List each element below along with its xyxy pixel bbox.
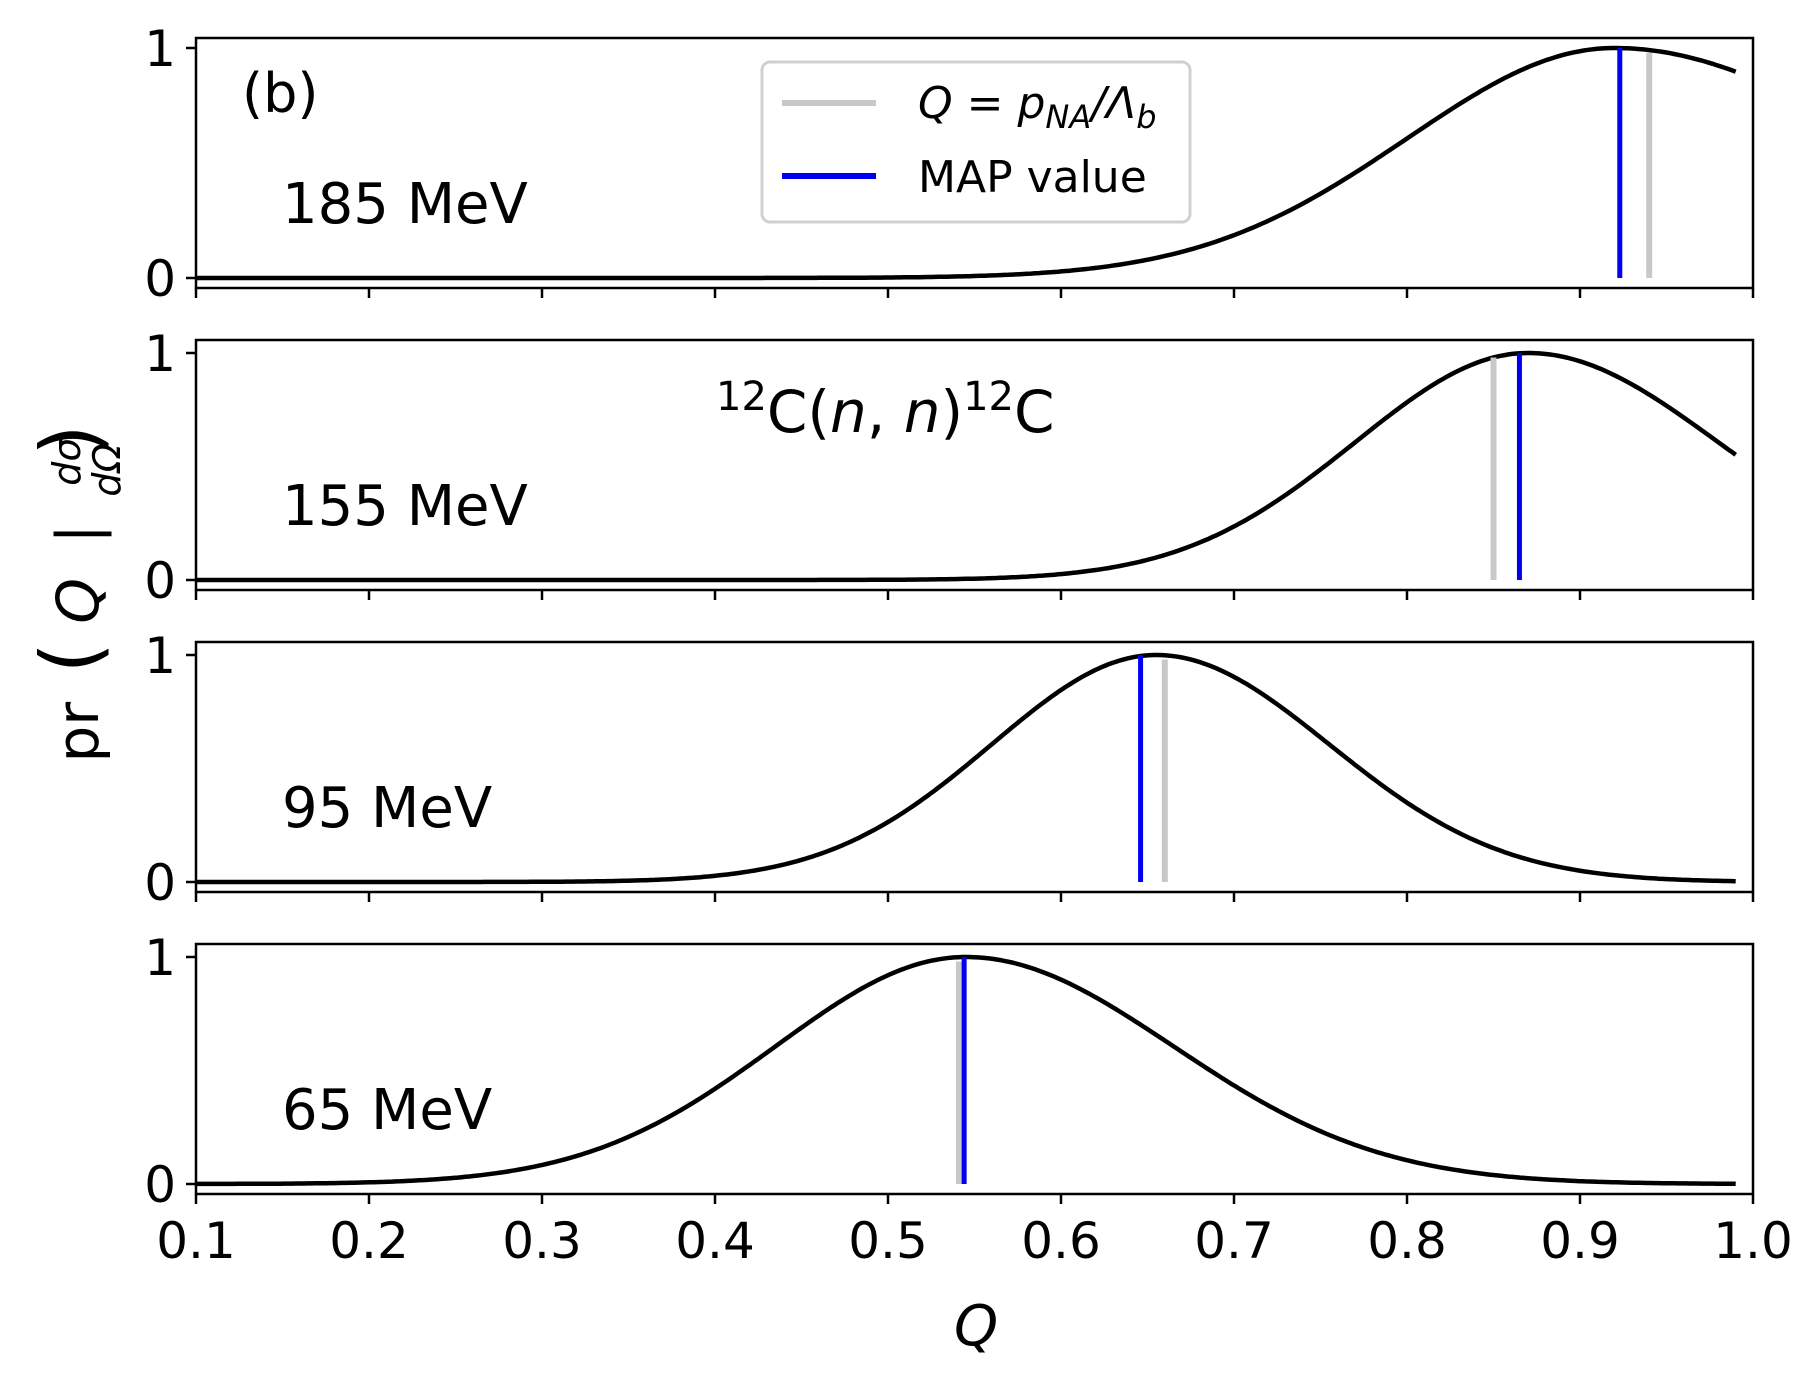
x-tick-label: 0.1	[156, 1212, 236, 1270]
energy-label: 95 MeV	[282, 776, 492, 841]
posterior-curve-2	[196, 350, 1738, 583]
x-tick-label: 0.8	[1367, 1212, 1447, 1270]
panel-tag: (b)	[242, 62, 318, 125]
y-tick-label: 0	[144, 250, 176, 308]
legend-label-map: MAP value	[918, 152, 1147, 203]
y-axis-label-den: dΩ	[85, 443, 129, 496]
legend-label-ratio: Q = pNA/Λb	[918, 78, 1157, 136]
reaction-label: 12C(n, n)12C	[716, 374, 1055, 446]
y-tick-label: 1	[144, 929, 176, 987]
x-tick-label: 0.7	[1194, 1212, 1274, 1270]
y-tick-label: 0	[144, 1156, 176, 1214]
y-axis-label-close: )	[24, 424, 117, 455]
energy-label: 65 MeV	[282, 1078, 492, 1143]
panel-frame-4	[194, 942, 1755, 1196]
y-tick-label: 1	[144, 325, 176, 383]
y-tick-label: 1	[144, 627, 176, 685]
panel-frame-2	[194, 338, 1755, 592]
posterior-curve-1	[196, 45, 1737, 281]
x-tick-label: 0.4	[675, 1212, 755, 1270]
y-tick-label: 0	[144, 552, 176, 610]
x-tick-label: 0.2	[329, 1212, 409, 1270]
energy-label: 155 MeV	[282, 474, 528, 539]
x-tick-label: 1.0	[1713, 1212, 1793, 1270]
x-tick-label: 0.3	[502, 1212, 582, 1270]
legend: Q = pNA/Λb MAP value	[760, 60, 1192, 224]
y-tick-label: 1	[144, 20, 176, 78]
y-axis-label: pr ( Q | dσ	[24, 436, 117, 763]
panel-frame-3	[194, 640, 1755, 894]
x-tick-label: 0.5	[848, 1212, 928, 1270]
energy-label: 185 MeV	[282, 172, 528, 237]
posterior-curve-3	[196, 652, 1736, 885]
y-tick-label: 0	[144, 854, 176, 912]
x-tick-label: 0.6	[1021, 1212, 1101, 1270]
x-tick-label: 0.9	[1540, 1212, 1620, 1270]
panel-frame-1	[194, 36, 1755, 290]
x-axis-label: Q	[954, 1294, 998, 1359]
